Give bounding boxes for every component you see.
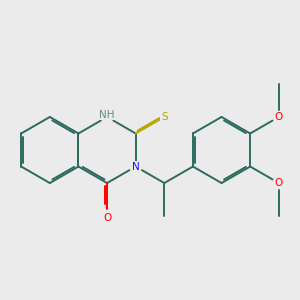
Text: O: O [275, 178, 283, 188]
Text: NH: NH [99, 110, 115, 120]
Text: O: O [103, 213, 111, 223]
Text: O: O [275, 112, 283, 122]
Text: S: S [161, 112, 168, 122]
Text: N: N [133, 161, 140, 172]
